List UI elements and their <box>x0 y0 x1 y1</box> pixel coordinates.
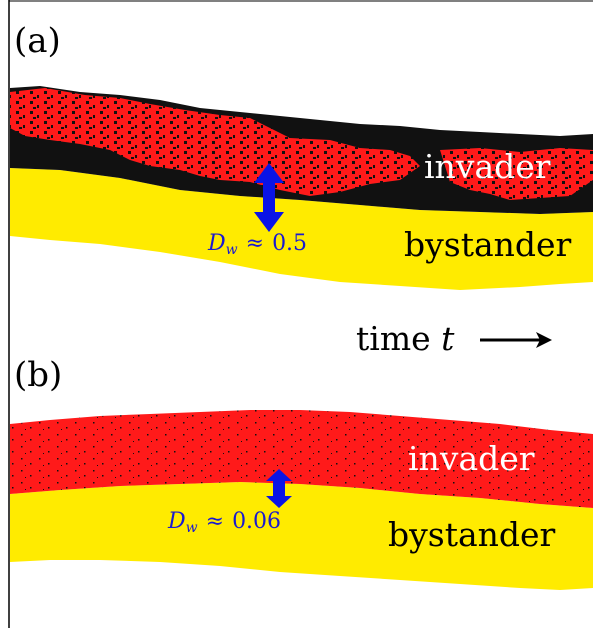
panel-a-dw-label: Dw ≈0.5 <box>207 231 307 258</box>
panel-a-label: (a) <box>14 21 61 61</box>
time-label: time t <box>356 319 455 358</box>
panel-a-invader-label: invader <box>424 147 551 186</box>
panel-a-invader-tail <box>440 148 593 200</box>
time-arrow-head <box>536 332 552 348</box>
time-axis-label: time t <box>356 319 552 358</box>
panel-b-label: (b) <box>14 355 62 395</box>
panel-b-invader-band <box>10 410 593 508</box>
panel-a-bystander-band <box>10 168 593 290</box>
panel-b-invader-label: invader <box>408 439 535 478</box>
panel-a-invader-clusters <box>10 88 420 196</box>
panel-a: (a) invader bystander Dw ≈0.5 <box>10 21 593 290</box>
panel-b-bystander-band <box>10 482 593 590</box>
panel-b-dw-arrow <box>266 469 292 508</box>
panel-a-dw-arrow <box>254 163 284 232</box>
panel-b-bystander-label: bystander <box>388 515 556 554</box>
panel-b-dw-label: Dw ≈0.06 <box>167 509 281 536</box>
panel-a-bystander-label: bystander <box>404 225 572 264</box>
panel-b: (b) invader bystander Dw ≈0.06 <box>10 355 593 590</box>
